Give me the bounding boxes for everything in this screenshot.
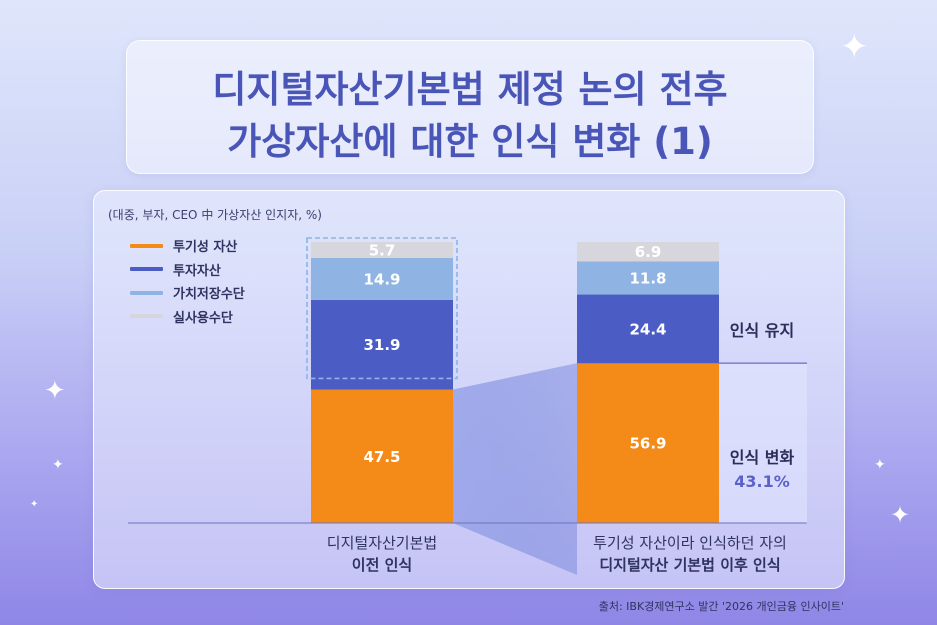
- bar-value-label: 24.4: [629, 320, 666, 338]
- legend-item: 실사용수단: [130, 305, 245, 329]
- sparkle-decoration: ✦: [890, 501, 911, 529]
- bar-segment: [311, 389, 453, 523]
- title-line-1: 디지털자산기본법 제정 논의 전후: [212, 68, 728, 111]
- legend-label: 투자자산: [173, 263, 221, 279]
- legend-label: 실사용수단: [173, 310, 233, 326]
- legend: 투기성 자산 투자자산 가치저장수단 실사용수단: [130, 234, 245, 328]
- title-line-2: 가상자산에 대한 인식 변화 (1): [227, 120, 713, 163]
- bar-segment: [577, 363, 719, 523]
- legend-swatch: [130, 314, 163, 319]
- sparkle-decoration: ✦: [30, 499, 39, 510]
- bar-value-label: 14.9: [363, 270, 400, 288]
- side-label-change: 인식 변화: [729, 448, 795, 467]
- legend-swatch: [130, 290, 163, 295]
- bar-value-label: 47.5: [363, 448, 400, 466]
- category-label-line2: 디지털자산 기본법 이후 인식: [599, 556, 781, 574]
- unit-note: (대중, 부자, CEO 中 가상자산 인지자, %): [108, 208, 322, 222]
- bar-segment: [577, 242, 719, 262]
- legend-item: 투기성 자산: [130, 234, 245, 258]
- bar-segment: [577, 261, 719, 295]
- bar-value-label: 5.7: [369, 242, 396, 260]
- legend-swatch: [130, 243, 163, 248]
- bar-segment: [311, 299, 453, 390]
- side-label-box: [719, 363, 807, 523]
- side-label-keep: 인식 유지: [729, 321, 795, 340]
- legend-label: 가치저장수단: [173, 287, 245, 303]
- source-note: 출처: IBK경제연구소 발간 '2026 개인금융 인사이트': [598, 600, 844, 613]
- sparkle-decoration: ✦: [874, 457, 886, 473]
- bar-segment: [577, 294, 719, 364]
- bar-segment: [311, 258, 453, 300]
- category-label-after: 투기성 자산이라 인식하던 자의 디지털자산 기본법 이후 인식: [540, 532, 840, 576]
- category-label-line1: 디지털자산기본법: [326, 534, 438, 552]
- highlight-dashed-outline: [306, 237, 458, 380]
- bar-value-label: 56.9: [629, 435, 666, 453]
- legend-item: 가치저장수단: [130, 281, 245, 305]
- bar-segment: [311, 242, 453, 259]
- legend-item: 투자자산: [130, 258, 245, 282]
- sparkle-decoration: ✦: [840, 27, 869, 67]
- category-label-before: 디지털자산기본법 이전 인식: [282, 532, 482, 576]
- legend-swatch: [130, 267, 163, 272]
- side-label-change-percent: 43.1%: [734, 472, 790, 491]
- sparkle-decoration: ✦: [44, 376, 66, 406]
- sparkle-decoration: ✦: [52, 457, 64, 473]
- bar-value-label: 31.9: [363, 336, 400, 354]
- category-label-line2: 이전 인식: [351, 556, 413, 574]
- bar-value-label: 6.9: [635, 243, 662, 261]
- bar-value-label: 11.8: [629, 269, 666, 287]
- legend-label: 투기성 자산: [173, 240, 238, 256]
- title-card: 디지털자산기본법 제정 논의 전후 가상자산에 대한 인식 변화 (1): [126, 40, 814, 174]
- category-label-line1: 투기성 자산이라 인식하던 자의: [593, 534, 787, 552]
- funnel-connector: [453, 363, 577, 575]
